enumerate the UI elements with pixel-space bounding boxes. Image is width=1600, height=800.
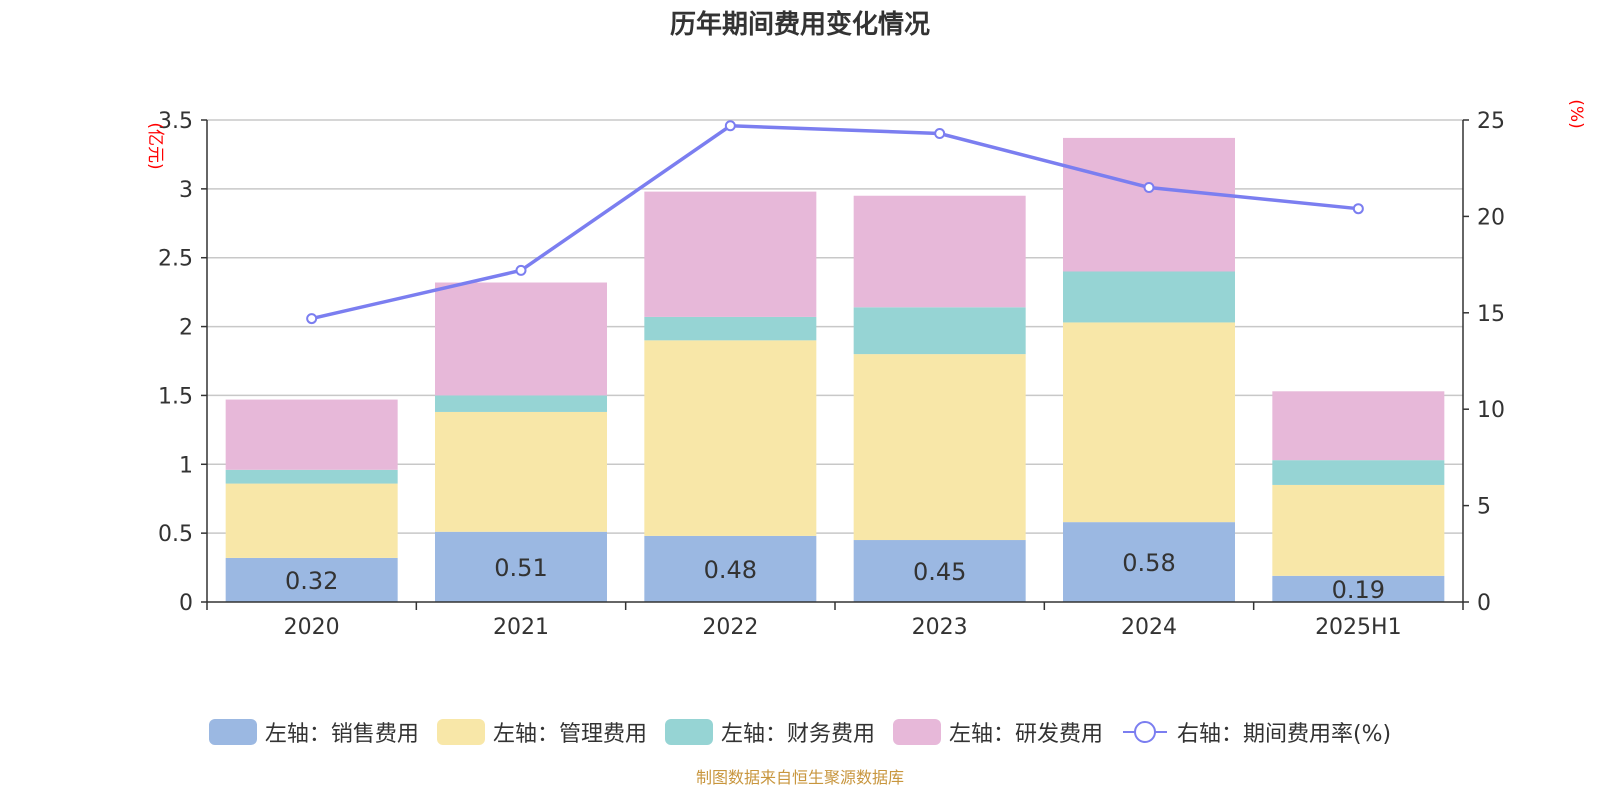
legend: 左轴：销售费用 左轴：管理费用 左轴：财务费用 左轴：研发费用 右轴：期间费用率(%) <box>0 716 1600 748</box>
bar-sales <box>435 531 607 602</box>
y-left-tick-label: 0.5 <box>158 522 193 547</box>
y-left-tick-label: 3 <box>179 178 193 203</box>
bar-data-label: 0.32 <box>285 567 338 595</box>
bar-data-label: 0.19 <box>1332 576 1385 604</box>
x-tick-label: 2023 <box>912 615 968 640</box>
bar-finance <box>435 395 607 412</box>
bar-sales <box>1272 575 1445 602</box>
x-tick-label: 2021 <box>493 615 549 640</box>
bar-rnd <box>644 191 817 317</box>
y-left-unit-label: (亿元) <box>145 122 165 169</box>
bar-rnd <box>1272 391 1445 461</box>
y-left-tick-label: 2.5 <box>158 247 193 272</box>
bar-admin <box>435 411 607 532</box>
bar-admin <box>853 354 1026 541</box>
bar-rnd <box>225 399 398 470</box>
y-right-tick-label: 20 <box>1477 205 1505 230</box>
x-tick-label: 2025H1 <box>1315 615 1402 640</box>
legend-swatch <box>892 719 941 745</box>
rate-point <box>1352 203 1364 215</box>
bar-finance <box>1063 271 1235 323</box>
rate-point <box>724 120 736 132</box>
bar-data-label: 0.45 <box>913 558 966 586</box>
y-right-tick-label: 15 <box>1477 302 1505 327</box>
legend-swatch <box>664 719 713 745</box>
legend-item[interactable]: 左轴：销售费用 <box>208 716 419 748</box>
bar-rnd <box>1063 137 1235 272</box>
x-tick-label: 2020 <box>284 615 340 640</box>
legend-label: 左轴：管理费用 <box>492 722 647 747</box>
legend-item[interactable]: 左轴：管理费用 <box>436 716 647 748</box>
legend-item[interactable]: 左轴：研发费用 <box>892 716 1103 748</box>
y-left-tick-label: 1 <box>179 453 193 478</box>
bar-data-label: 0.58 <box>1122 549 1175 577</box>
bar-series <box>225 137 1445 602</box>
bar-rnd <box>435 282 607 396</box>
chart-title: 历年期间费用变化情况 <box>669 10 930 40</box>
y-left-tick-label: 2 <box>179 316 193 341</box>
grid-lines <box>207 119 1463 534</box>
bar-admin <box>225 483 398 558</box>
legend-label: 左轴：研发费用 <box>948 722 1103 747</box>
legend-swatch <box>436 719 485 745</box>
x-tick-label: 2024 <box>1121 615 1177 640</box>
rate-point <box>306 313 318 325</box>
bar-sales <box>1063 522 1235 602</box>
bar-finance <box>644 316 817 341</box>
legend-label: 左轴：销售费用 <box>264 722 419 747</box>
y-right-tick-label: 0 <box>1477 591 1491 616</box>
legend-swatch <box>208 719 257 745</box>
y-left-tick-label: 0 <box>179 591 193 616</box>
bar-finance <box>225 469 398 484</box>
bar-rnd <box>853 195 1026 308</box>
bar-sales <box>644 535 817 602</box>
legend-item[interactable]: 左轴：财务费用 <box>664 716 875 748</box>
y-left-tick-label: 1.5 <box>158 384 193 409</box>
legend-line-marker-icon <box>1122 721 1167 743</box>
legend-item[interactable]: 右轴：期间费用率(%) <box>1121 716 1391 748</box>
bar-sales <box>853 540 1026 602</box>
rate-point <box>515 264 527 276</box>
y-right-tick-label: 25 <box>1477 109 1505 134</box>
bar-admin <box>1272 484 1445 576</box>
bar-data-label: 0.51 <box>494 554 547 582</box>
bar-sales <box>225 557 398 602</box>
legend-label: 左轴：财务费用 <box>720 722 875 747</box>
rate-line-series <box>306 120 1364 325</box>
bar-finance <box>853 307 1026 355</box>
bar-finance <box>1272 460 1445 485</box>
bar-data-label: 0.48 <box>704 556 757 584</box>
y-right-tick-label: 10 <box>1477 398 1505 423</box>
y-left-tick-label: 3.5 <box>158 109 193 134</box>
y-right-tick-label: 5 <box>1477 495 1491 520</box>
bar-admin <box>1063 322 1235 523</box>
bar-admin <box>644 340 817 536</box>
rate-line <box>311 124 1359 321</box>
rate-point <box>934 127 946 139</box>
x-tick-label: 2022 <box>702 615 758 640</box>
rate-point <box>1143 181 1155 193</box>
legend-label: 右轴：期间费用率(%) <box>1176 722 1392 747</box>
data-labels: 0.32 0.51 0.48 0.45 0.58 0.19 <box>285 549 1385 604</box>
y-right-unit-label: (%) <box>1566 99 1586 128</box>
source-note: 制图数据来自恒生聚源数据库 <box>695 768 904 787</box>
